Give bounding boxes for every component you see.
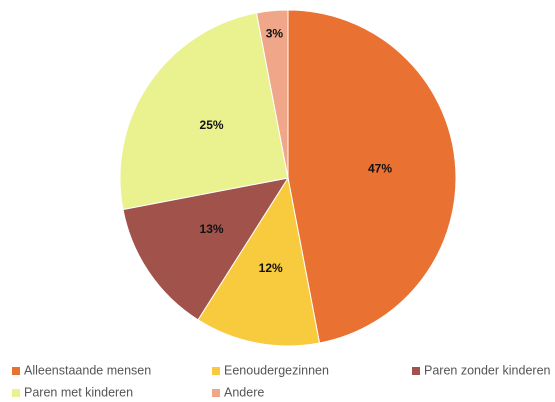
data-label: 3% (266, 26, 284, 40)
legend-swatch (12, 367, 20, 375)
legend-label: Paren met kinderen (24, 385, 133, 399)
data-label: 12% (259, 261, 283, 275)
pie-slice (287, 9, 457, 344)
data-label: 13% (200, 222, 224, 236)
legend-swatch (212, 367, 220, 375)
pie-slice (197, 176, 321, 347)
legend-swatch (412, 367, 420, 375)
legend-swatch (12, 389, 20, 397)
data-label: 47% (368, 161, 392, 175)
data-label: 25% (200, 118, 224, 132)
pie-slice (122, 177, 290, 321)
legend-label: Eenoudergezinnen (224, 363, 329, 377)
legend-swatch (212, 389, 220, 397)
legend-label: Paren zonder kinderen (424, 363, 551, 377)
pie-slice (255, 9, 289, 179)
legend-label: Andere (224, 385, 264, 399)
legend-label: Alleenstaande mensen (24, 363, 151, 377)
pie-slice (119, 12, 289, 211)
